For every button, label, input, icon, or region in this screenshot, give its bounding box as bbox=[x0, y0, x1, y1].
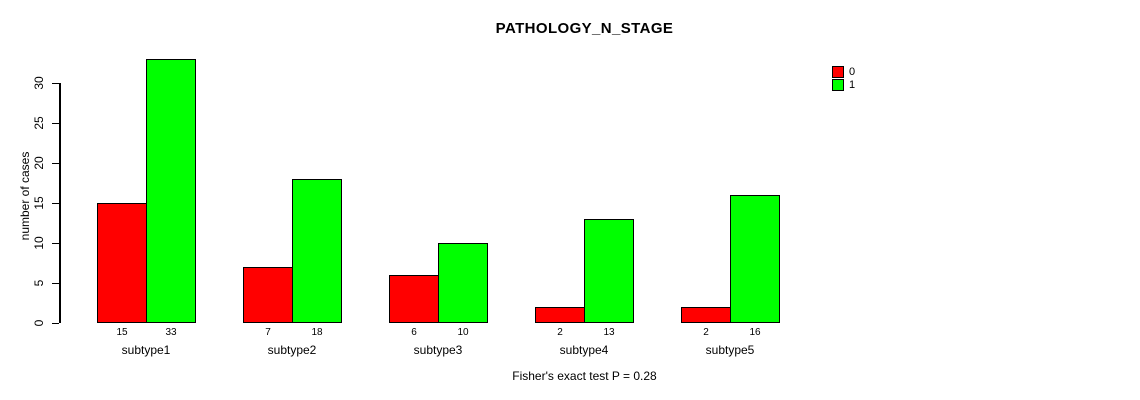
y-tick-label: 15 bbox=[32, 196, 46, 210]
bar-subtype4-series0 bbox=[535, 307, 585, 323]
bar-subtype1-series0 bbox=[97, 203, 147, 323]
category-label-subtype4: subtype4 bbox=[559, 343, 609, 357]
bar-subtype3-series0 bbox=[389, 275, 439, 323]
category-label-subtype2: subtype2 bbox=[267, 343, 317, 357]
bar-count-label: 2 bbox=[557, 327, 563, 338]
bar-count-label: 16 bbox=[749, 327, 761, 338]
bar-count-label: 7 bbox=[265, 327, 271, 338]
category-label-subtype1: subtype1 bbox=[121, 343, 171, 357]
y-tick bbox=[52, 162, 59, 164]
bar-count-label: 13 bbox=[603, 327, 615, 338]
y-tick-label: 10 bbox=[32, 236, 46, 250]
bar-subtype4-series1 bbox=[584, 219, 634, 323]
legend-swatch-icon bbox=[832, 65, 844, 78]
y-tick bbox=[52, 322, 59, 324]
chart-title: PATHOLOGY_N_STAGE bbox=[495, 20, 674, 37]
bar-subtype1-series1 bbox=[146, 59, 196, 323]
y-tick bbox=[52, 282, 59, 284]
category-label-subtype3: subtype3 bbox=[413, 343, 463, 357]
y-tick bbox=[52, 242, 59, 244]
bar-count-label: 10 bbox=[457, 327, 469, 338]
y-tick-label: 25 bbox=[32, 116, 46, 130]
bar-subtype3-series1 bbox=[438, 243, 488, 323]
bar-count-label: 18 bbox=[311, 327, 323, 338]
bar-count-label: 33 bbox=[165, 327, 177, 338]
y-tick-label: 0 bbox=[32, 319, 46, 327]
y-tick bbox=[52, 82, 59, 84]
bar-count-label: 2 bbox=[703, 327, 709, 338]
category-label-subtype5: subtype5 bbox=[705, 343, 755, 357]
stat-annotation: Fisher's exact test P = 0.28 bbox=[512, 369, 657, 383]
legend-swatch-icon bbox=[832, 78, 844, 91]
y-tick bbox=[52, 202, 59, 204]
legend-row: 0 bbox=[832, 65, 855, 78]
bar-count-label: 6 bbox=[411, 327, 417, 338]
legend-label: 1 bbox=[849, 78, 856, 91]
y-axis-title: number of cases bbox=[18, 151, 32, 241]
y-tick-label: 5 bbox=[32, 279, 46, 287]
y-axis-line bbox=[59, 83, 61, 323]
legend-label: 0 bbox=[849, 65, 856, 78]
y-tick bbox=[52, 122, 59, 124]
bar-subtype2-series0 bbox=[243, 267, 293, 323]
y-tick-label: 20 bbox=[32, 156, 46, 170]
bar-subtype2-series1 bbox=[292, 179, 342, 323]
bar-subtype5-series0 bbox=[681, 307, 731, 323]
bar-subtype5-series1 bbox=[730, 195, 780, 323]
legend-row: 1 bbox=[832, 78, 855, 91]
bar-count-label: 15 bbox=[116, 327, 128, 338]
y-tick-label: 30 bbox=[32, 76, 46, 90]
